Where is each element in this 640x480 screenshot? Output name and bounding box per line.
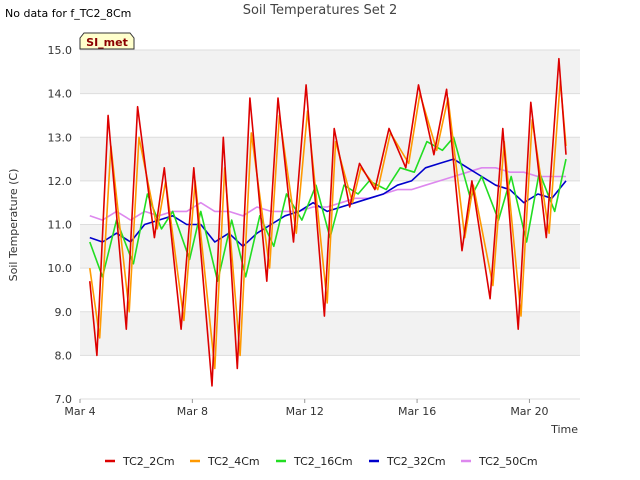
y-tick-label: 9.0	[55, 306, 73, 319]
legend-label: TC2_50Cm	[478, 455, 538, 468]
plot-band	[80, 50, 580, 94]
y-tick-label: 12.0	[48, 175, 73, 188]
y-tick-label: 14.0	[48, 88, 73, 101]
legend-label: TC2_2Cm	[122, 455, 175, 468]
x-tick-label: Mar 8	[177, 405, 208, 418]
y-axis-label: Soil Temperature (C)	[7, 169, 20, 282]
series-line-tc2-4cm	[89, 79, 567, 370]
legend-item: TC2_50Cm	[461, 455, 538, 468]
plot-band	[80, 311, 580, 356]
legend-item: TC2_2Cm	[105, 455, 175, 468]
series-layer	[89, 57, 567, 387]
station-tag: SI_met	[79, 32, 135, 50]
chart-title: Soil Temperatures Set 2	[242, 3, 398, 18]
x-tick-label: Mar 16	[398, 405, 436, 418]
y-tick-labels: 7.0 8.0 9.0 10.0 11.0 12.0 13.0 14.0 15.0	[48, 44, 73, 406]
y-tick-label: 13.0	[48, 131, 73, 144]
x-tick-label: Mar 12	[286, 405, 324, 418]
y-tick-label: 8.0	[55, 349, 73, 362]
legend-label: TC2_16Cm	[293, 455, 353, 468]
series-line-tc2-2cm	[89, 57, 567, 387]
legend-item: TC2_32Cm	[369, 455, 446, 468]
x-axis-label: Time	[550, 423, 578, 436]
series-line-tc2-50cm	[89, 167, 566, 221]
y-tick-label: 10.0	[48, 262, 73, 275]
y-tick-label: 7.0	[55, 393, 73, 406]
legend-item: TC2_4Cm	[190, 455, 260, 468]
grid-lines	[80, 49, 580, 400]
legend-label: TC2_32Cm	[386, 455, 446, 468]
y-tick-label: 15.0	[48, 44, 73, 57]
legend: TC2_2Cm TC2_4Cm TC2_16Cm TC2_32Cm TC2_50Cm	[105, 455, 538, 468]
station-tag-label: SI_met	[86, 36, 128, 49]
legend-item: TC2_16Cm	[276, 455, 353, 468]
x-tick-label: Mar 20	[510, 405, 548, 418]
y-tick-label: 11.0	[48, 219, 73, 232]
legend-label: TC2_4Cm	[207, 455, 260, 468]
x-tick-labels: Mar 4 Mar 8 Mar 12 Mar 16 Mar 20	[64, 399, 549, 418]
no-data-message: No data for f_TC2_8Cm	[5, 7, 132, 20]
x-tick-label: Mar 4	[64, 405, 95, 418]
